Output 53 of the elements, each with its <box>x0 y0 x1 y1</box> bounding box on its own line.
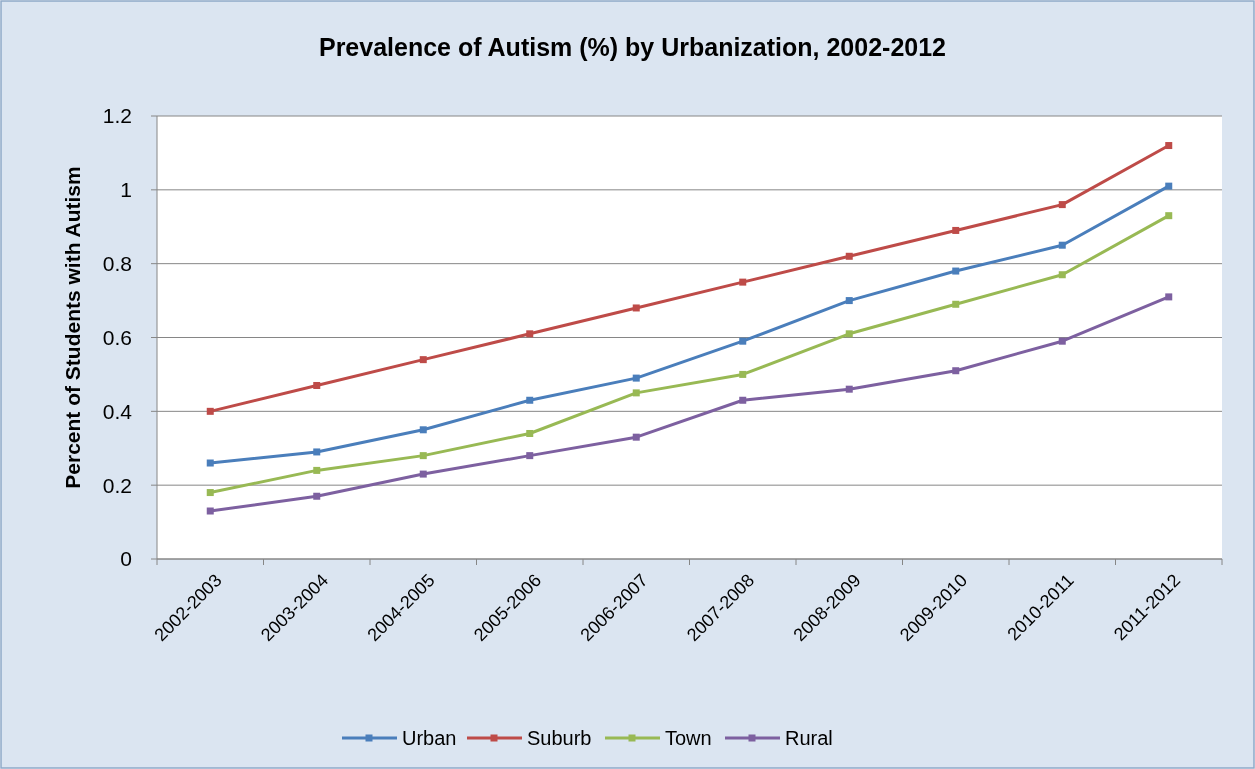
point <box>419 356 427 364</box>
legend-label: Suburb <box>527 727 592 749</box>
point <box>952 300 960 308</box>
point <box>1058 241 1066 249</box>
point <box>1165 293 1173 301</box>
point <box>1165 182 1173 190</box>
point <box>1165 212 1173 220</box>
point <box>845 297 853 305</box>
point <box>632 389 640 397</box>
point <box>419 426 427 434</box>
y-tick-label: 0 <box>120 547 132 571</box>
point <box>1058 271 1066 279</box>
legend-label: Rural <box>785 727 833 749</box>
point <box>526 429 534 437</box>
point <box>313 448 321 456</box>
y-tick-label: 0.6 <box>102 325 132 349</box>
point <box>845 385 853 393</box>
point <box>739 278 747 286</box>
point <box>313 381 321 389</box>
point <box>313 466 321 474</box>
point <box>1058 201 1066 209</box>
y-tick-label: 0.2 <box>102 473 132 497</box>
point <box>632 304 640 312</box>
point <box>632 433 640 441</box>
legend-label: Urban <box>402 727 457 749</box>
point <box>632 374 640 382</box>
y-tick-label: 1 <box>120 178 132 202</box>
point <box>206 507 214 515</box>
point <box>1165 142 1173 150</box>
point <box>313 492 321 500</box>
chart-title: Prevalence of Autism (%) by Urbanization, 2002-2012 <box>318 33 947 61</box>
legend-label: Town <box>665 727 712 749</box>
point <box>206 407 214 415</box>
point <box>206 459 214 467</box>
point <box>845 252 853 260</box>
point <box>845 330 853 338</box>
point <box>952 267 960 275</box>
point <box>526 330 534 338</box>
point <box>739 370 747 378</box>
point <box>952 367 960 375</box>
point <box>526 452 534 460</box>
point <box>739 396 747 404</box>
y-tick-label: 1.2 <box>102 104 132 128</box>
y-tick-label: 0.4 <box>102 399 133 423</box>
point <box>206 489 214 497</box>
y-axis-title: Percent of Students with Autism <box>61 166 84 489</box>
point <box>952 226 960 234</box>
point <box>1058 337 1066 345</box>
point <box>419 452 427 460</box>
y-tick-label: 0.8 <box>102 252 132 276</box>
point <box>419 470 427 478</box>
point <box>739 337 747 345</box>
point <box>526 396 534 404</box>
